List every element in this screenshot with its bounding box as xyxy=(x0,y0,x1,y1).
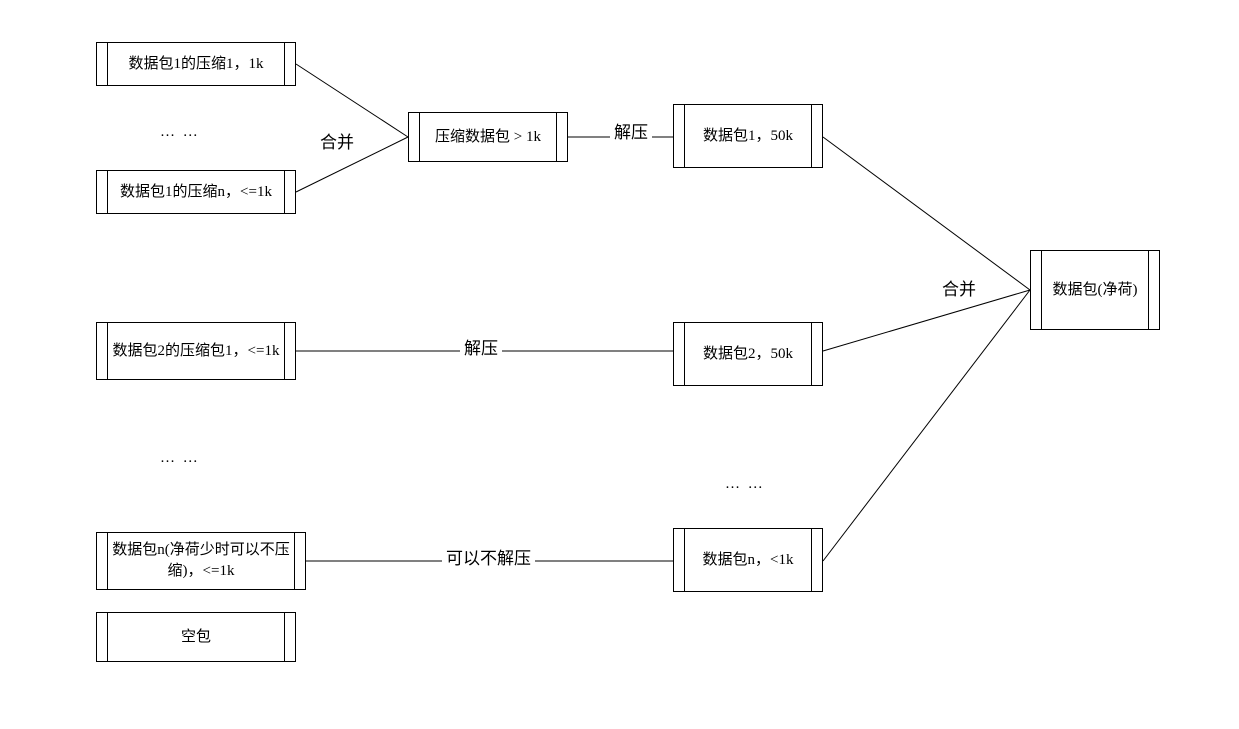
node-label: 数据包(净荷) xyxy=(1053,280,1138,301)
node-label: 数据包2，50k xyxy=(703,344,793,365)
node-label: 压缩数据包 > 1k xyxy=(435,127,541,148)
node-packetn-out: 数据包n，<1k xyxy=(673,528,823,592)
node-packet1-comp1: 数据包1的压缩1，1k xyxy=(96,42,296,86)
edge-label-decomp1: 解压 xyxy=(610,118,652,143)
node-packet1-compn: 数据包1的压缩n，<=1k xyxy=(96,170,296,214)
node-label: 空包 xyxy=(181,627,211,648)
node-merged-compressed: 压缩数据包 > 1k xyxy=(408,112,568,162)
edge-label-decomp2: 解压 xyxy=(460,334,502,359)
ellipsis: … … xyxy=(160,124,200,141)
edge-label-merge1: 合并 xyxy=(316,128,358,153)
ellipsis: … … xyxy=(725,476,765,493)
node-packet2-comp1: 数据包2的压缩包1，<=1k xyxy=(96,322,296,380)
node-label: 数据包1的压缩1，1k xyxy=(128,54,263,75)
ellipsis: … … xyxy=(160,450,200,467)
node-label: 数据包n(净荷少时可以不压缩)，<=1k xyxy=(105,540,297,582)
node-packetn-in: 数据包n(净荷少时可以不压缩)，<=1k xyxy=(96,532,306,590)
node-label: 数据包1的压缩n，<=1k xyxy=(120,182,272,203)
node-empty-packet: 空包 xyxy=(96,612,296,662)
node-label: 数据包n，<1k xyxy=(703,550,794,571)
node-packet1-out: 数据包1，50k xyxy=(673,104,823,168)
node-final-payload: 数据包(净荷) xyxy=(1030,250,1160,330)
node-label: 数据包1，50k xyxy=(703,126,793,147)
edge-label-merge2: 合并 xyxy=(938,275,980,300)
node-label: 数据包2的压缩包1，<=1k xyxy=(113,341,280,362)
node-packet2-out: 数据包2，50k xyxy=(673,322,823,386)
edge-label-nodecomp: 可以不解压 xyxy=(442,544,535,569)
